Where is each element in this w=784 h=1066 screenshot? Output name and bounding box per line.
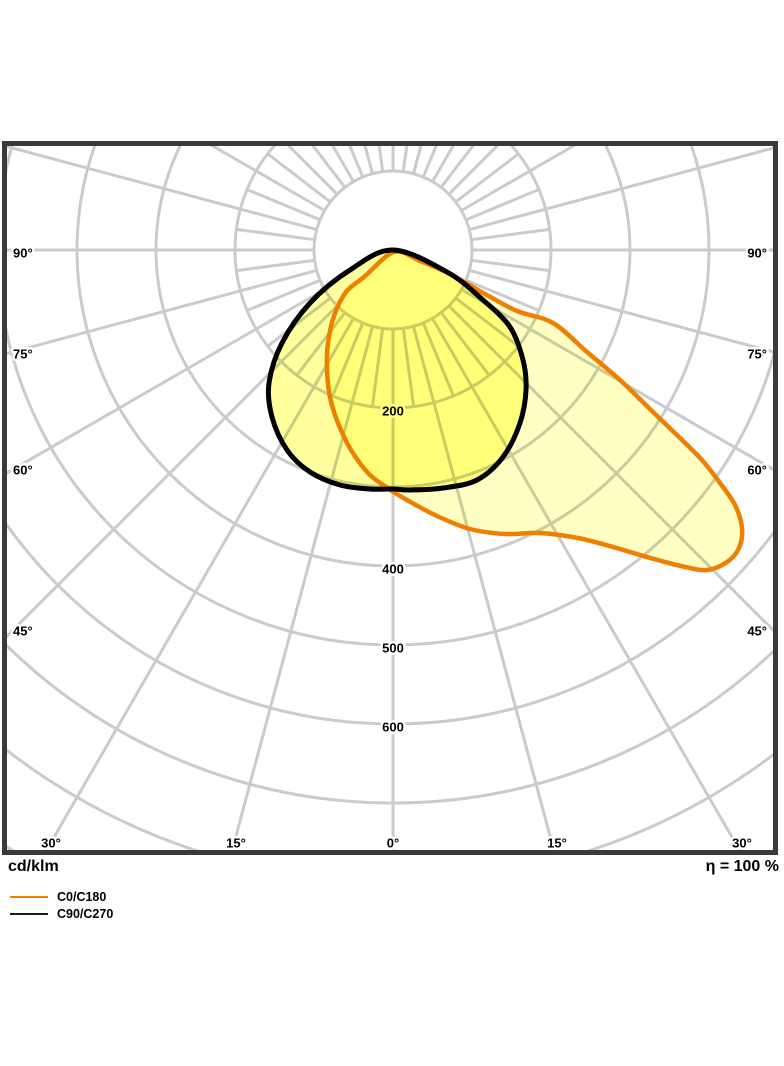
legend: C0/C180 C90/C270 bbox=[10, 888, 113, 922]
grid-spoke bbox=[401, 146, 409, 172]
grid-spoke bbox=[468, 146, 773, 232]
angle-label: 60° bbox=[747, 463, 767, 478]
grid-spoke bbox=[471, 227, 550, 242]
c90-c270-curve bbox=[265, 247, 529, 493]
angle-label: 90° bbox=[747, 246, 767, 261]
angle-label: 15° bbox=[226, 836, 246, 851]
angle-label: 30° bbox=[732, 836, 752, 851]
efficiency-label: η = 100 % bbox=[705, 858, 779, 875]
grid-spoke bbox=[7, 288, 326, 475]
radial-value-label: 600 bbox=[382, 720, 404, 735]
grid-spoke bbox=[266, 152, 332, 204]
grid-spoke bbox=[44, 317, 355, 850]
grid-spoke bbox=[454, 152, 520, 204]
grid-spoke bbox=[348, 146, 365, 178]
angle-label: 45° bbox=[13, 624, 33, 639]
unit-label: cd/klm bbox=[8, 858, 59, 875]
grid-spoke bbox=[465, 278, 540, 312]
grid-spoke bbox=[236, 258, 315, 273]
grid-spoke bbox=[236, 227, 315, 242]
grid-spoke bbox=[377, 146, 385, 172]
angle-label: 75° bbox=[13, 347, 33, 362]
grid-spoke bbox=[439, 146, 475, 189]
grid-spoke bbox=[468, 268, 773, 354]
grid-spoke bbox=[246, 278, 321, 312]
angle-label: 30° bbox=[41, 836, 61, 851]
legend-item-c90-c270: C90/C270 bbox=[10, 905, 113, 922]
grid-spoke bbox=[471, 258, 550, 273]
angle-label: 75° bbox=[747, 347, 767, 362]
c0-c180-line-swatch bbox=[10, 895, 48, 898]
c90-c270-line-swatch bbox=[10, 912, 48, 915]
angle-label: 0° bbox=[387, 836, 399, 851]
angle-label: 45° bbox=[747, 624, 767, 639]
angle-label: 60° bbox=[13, 463, 33, 478]
c0-c180-curve bbox=[324, 249, 745, 573]
c90-c270-fill bbox=[268, 249, 527, 491]
legend-item-c0-c180: C0/C180 bbox=[10, 888, 113, 905]
radial-value-label: 500 bbox=[382, 641, 404, 656]
radial-value-label: 400 bbox=[382, 562, 404, 577]
grid-spoke bbox=[246, 188, 321, 222]
grid-spoke bbox=[7, 304, 339, 639]
grid-spoke bbox=[311, 146, 347, 189]
grid-spoke bbox=[465, 188, 540, 222]
legend-label-c0-c180: C0/C180 bbox=[57, 889, 107, 904]
angle-label: 15° bbox=[547, 836, 567, 851]
grid-spoke bbox=[421, 146, 438, 178]
grid-spoke bbox=[7, 268, 318, 355]
legend-label-c90-c270: C90/C270 bbox=[57, 906, 114, 921]
grid-spoke bbox=[7, 146, 318, 232]
angle-label: 90° bbox=[13, 246, 33, 261]
